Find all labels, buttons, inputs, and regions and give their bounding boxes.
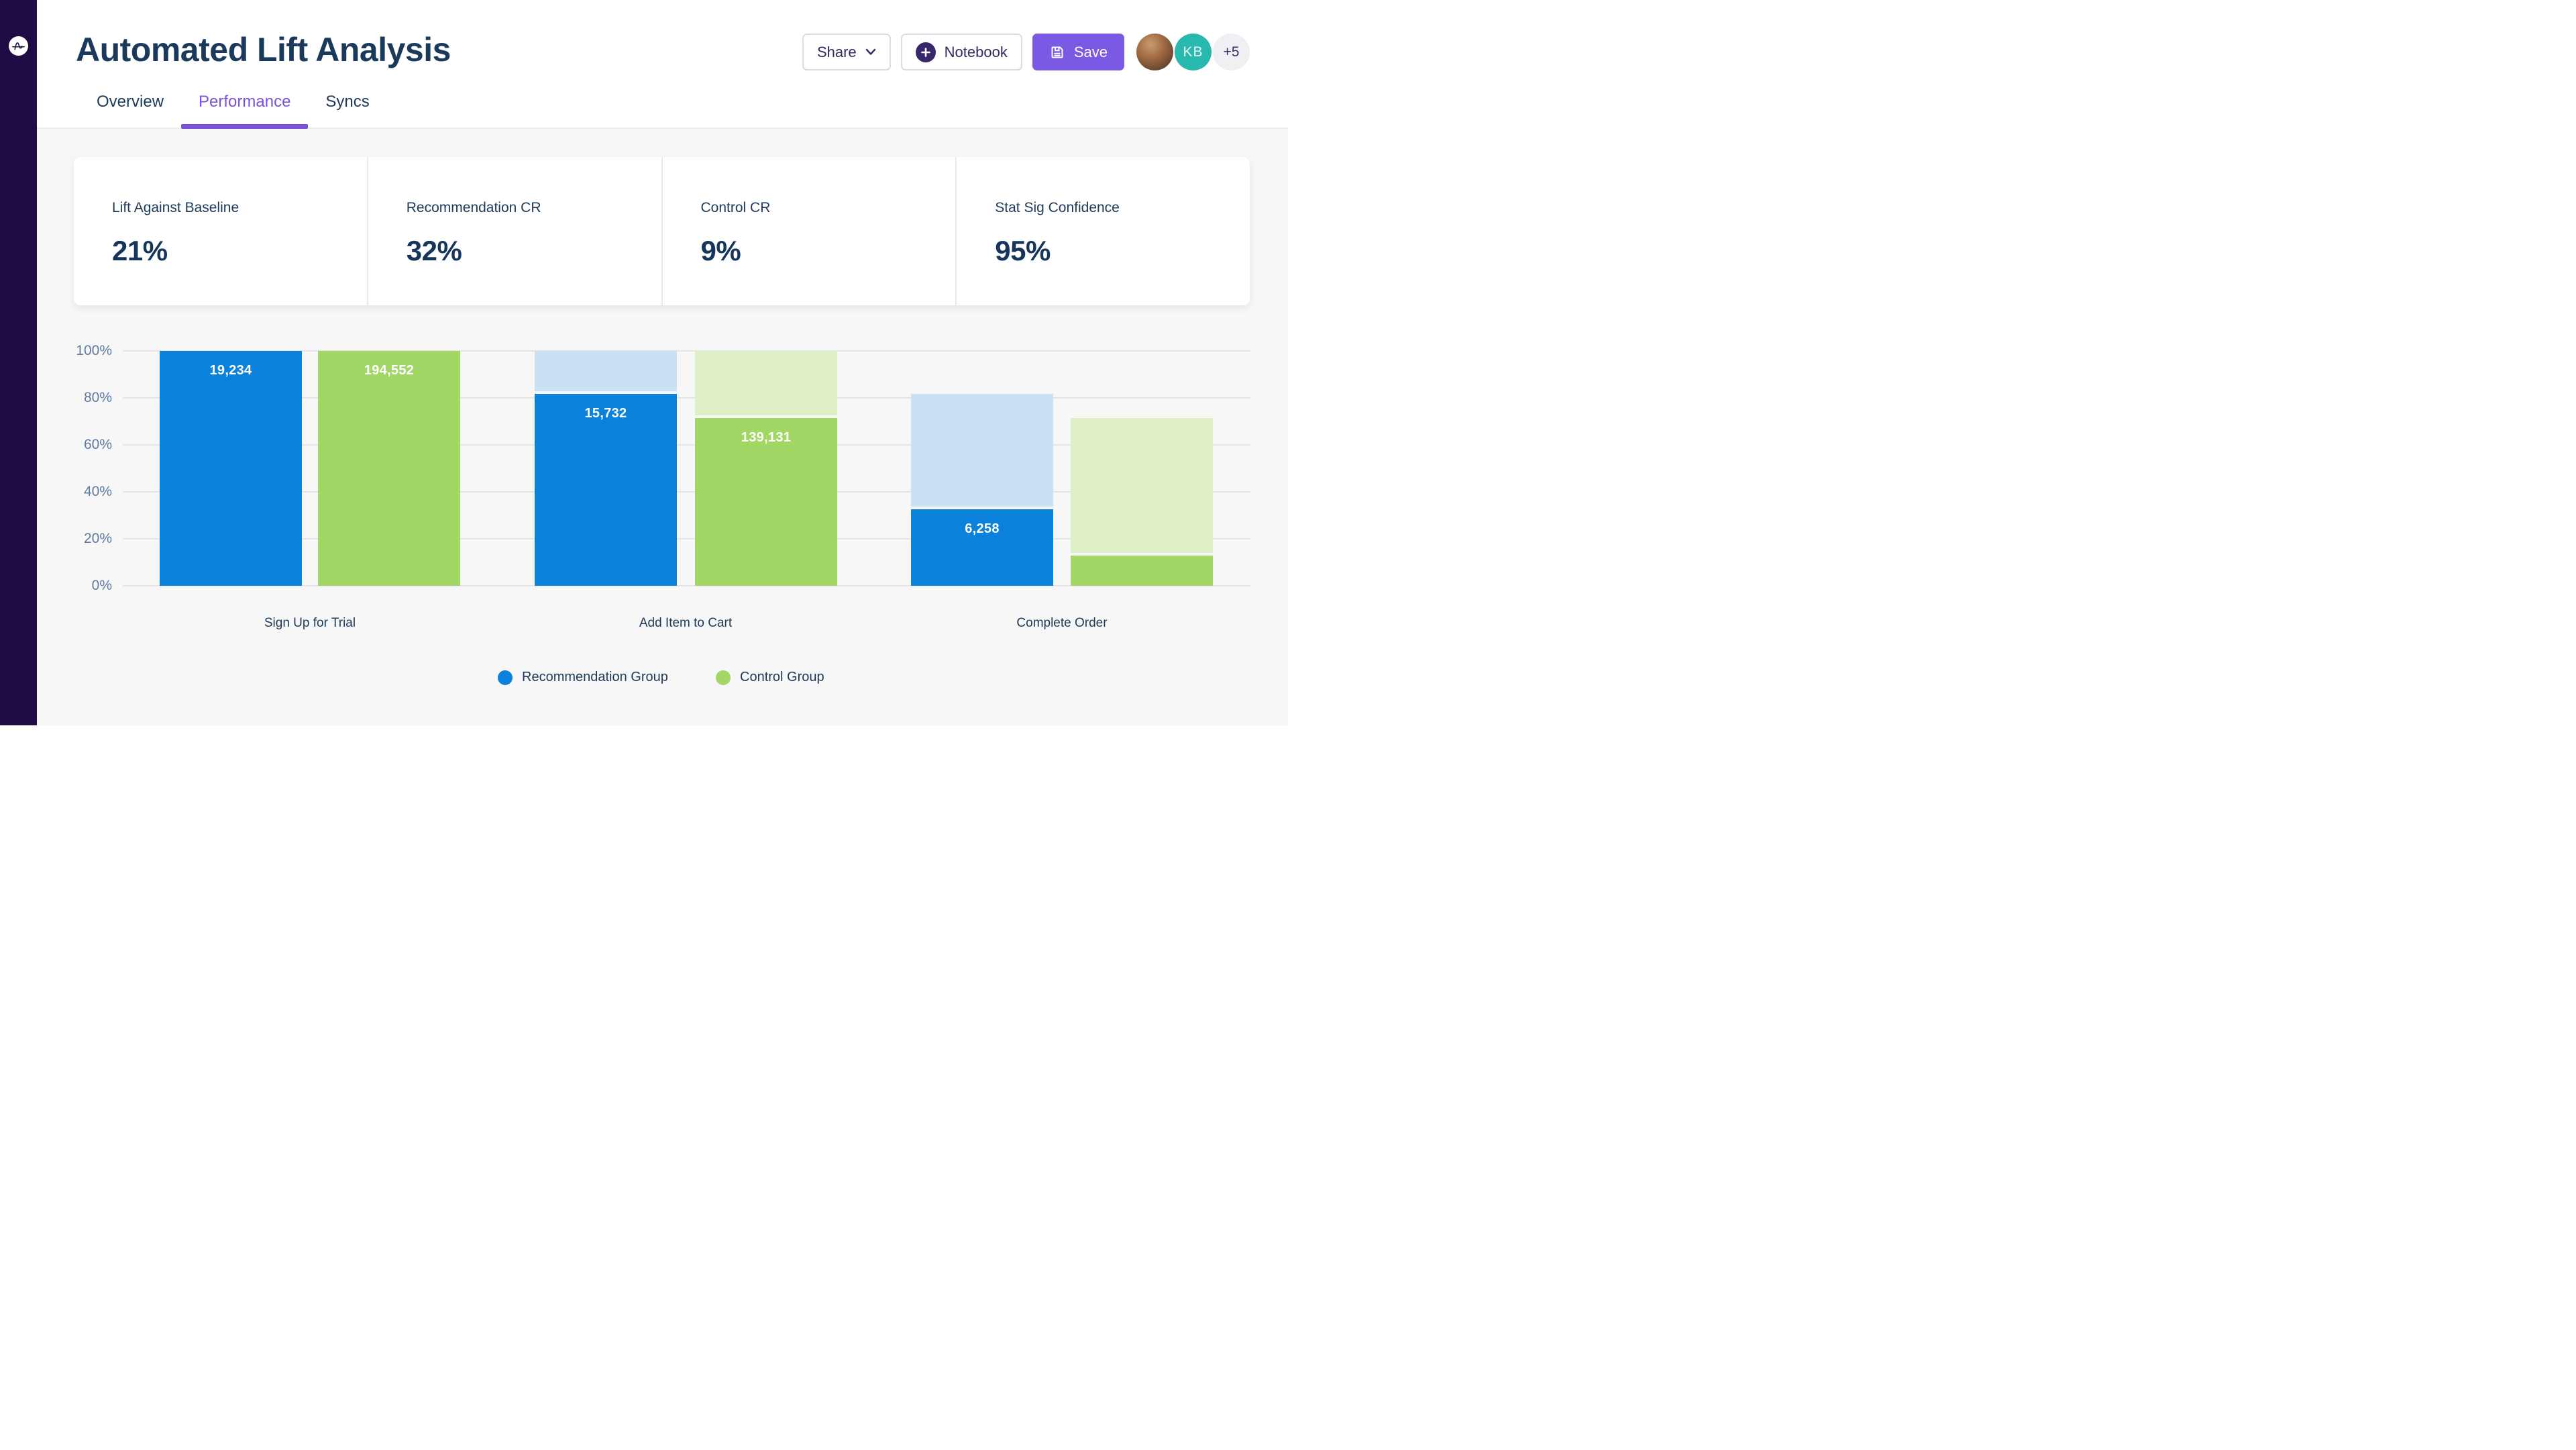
notebook-button[interactable]: Notebook bbox=[900, 34, 1022, 70]
bar-segment[interactable]: 6,258 bbox=[911, 509, 1053, 586]
metric-label: Lift Against Baseline bbox=[112, 200, 239, 215]
plus-circle-icon bbox=[915, 42, 936, 62]
y-axis-tick-label: 20% bbox=[83, 531, 112, 546]
legend-dot-icon bbox=[716, 670, 731, 685]
chart-gridline bbox=[123, 397, 1250, 399]
bar-ghost-segment[interactable] bbox=[911, 393, 1053, 507]
chart-gridline bbox=[123, 350, 1250, 352]
user-avatar-photo[interactable] bbox=[1136, 34, 1173, 70]
save-button-label: Save bbox=[1073, 43, 1108, 60]
tab-bar: Overview Performance Syncs bbox=[37, 74, 1288, 129]
share-button-label: Share bbox=[816, 43, 857, 60]
notebook-button-label: Notebook bbox=[944, 43, 1008, 60]
y-axis-tick-label: 100% bbox=[76, 343, 112, 358]
chart-gridline bbox=[123, 585, 1250, 586]
avatar-group: KB +5 bbox=[1136, 34, 1250, 70]
chart-gridline bbox=[123, 538, 1250, 539]
content-area: Lift Against Baseline 21% Recommendation… bbox=[37, 129, 1288, 725]
y-axis-tick-label: 0% bbox=[91, 578, 112, 593]
y-axis-tick-label: 40% bbox=[83, 484, 112, 499]
bar-segment[interactable]: 139,131 bbox=[695, 417, 837, 586]
y-axis-tick-label: 80% bbox=[83, 390, 112, 405]
bar-ghost-segment[interactable] bbox=[695, 351, 837, 415]
metric-card-stat-sig: Stat Sig Confidence 95% bbox=[957, 157, 1250, 305]
metric-label: Stat Sig Confidence bbox=[995, 200, 1120, 215]
metric-value: 95% bbox=[995, 235, 1051, 266]
y-axis-tick-label: 60% bbox=[83, 437, 112, 452]
user-avatar-initials[interactable]: KB bbox=[1175, 34, 1212, 70]
tab-overview[interactable]: Overview bbox=[97, 93, 164, 111]
amplitude-logo-icon[interactable] bbox=[9, 36, 28, 56]
metric-value: 32% bbox=[406, 235, 462, 266]
metric-label: Control CR bbox=[700, 200, 771, 215]
main-area: Automated Lift Analysis Share Notebook bbox=[37, 0, 1288, 725]
category-label: Complete Order bbox=[1016, 616, 1108, 630]
save-floppy-icon bbox=[1051, 46, 1063, 58]
header-actions: Share Notebook bbox=[802, 34, 1250, 70]
header: Automated Lift Analysis Share Notebook bbox=[37, 0, 1288, 74]
bar-segment[interactable]: 15,732 bbox=[535, 393, 677, 586]
chevron-down-icon bbox=[865, 48, 875, 55]
legend-label: Recommendation Group bbox=[522, 670, 668, 684]
category-label: Sign Up for Trial bbox=[264, 616, 356, 630]
metric-card-lift: Lift Against Baseline 21% bbox=[74, 157, 368, 305]
bar-value-label: 15,732 bbox=[584, 405, 627, 421]
chart-gridline bbox=[123, 444, 1250, 446]
metric-value: 21% bbox=[112, 235, 168, 266]
bar-value-label: 6,258 bbox=[965, 521, 1000, 537]
sidebar bbox=[0, 0, 37, 725]
bar-ghost-segment[interactable] bbox=[1071, 417, 1213, 553]
amplitude-wave-glyph bbox=[12, 42, 25, 50]
bar-value-label: 194,552 bbox=[364, 363, 415, 378]
bar-segment[interactable]: 194,552 bbox=[318, 351, 460, 586]
metric-cards-row: Lift Against Baseline 21% Recommendation… bbox=[74, 157, 1250, 305]
metric-value: 9% bbox=[700, 235, 741, 266]
page: Automated Lift Analysis Share Notebook bbox=[0, 0, 1288, 725]
avatar-overflow-count[interactable]: +5 bbox=[1213, 34, 1250, 70]
chart-gridline bbox=[123, 491, 1250, 493]
bar-value-label: 139,131 bbox=[741, 429, 792, 445]
share-button[interactable]: Share bbox=[802, 34, 891, 70]
legend-label: Control Group bbox=[740, 670, 824, 684]
bar-value-label: 19,234 bbox=[209, 363, 252, 378]
metric-card-recommendation-cr: Recommendation CR 32% bbox=[368, 157, 663, 305]
funnel-bar-chart: 100% 80% 60% 40% 20% 0% 19,234 194,552 Sign Up f… bbox=[37, 129, 1288, 725]
legend-item[interactable]: Control Group bbox=[716, 670, 824, 685]
page-title: Automated Lift Analysis bbox=[76, 31, 451, 68]
category-label: Add Item to Cart bbox=[639, 616, 733, 630]
tab-performance[interactable]: Performance bbox=[181, 93, 309, 129]
tab-syncs[interactable]: Syncs bbox=[325, 93, 370, 111]
metric-label: Recommendation CR bbox=[406, 200, 541, 215]
bar-ghost-segment[interactable] bbox=[535, 351, 677, 391]
metric-card-control-cr: Control CR 9% bbox=[663, 157, 957, 305]
legend-item[interactable]: Recommendation Group bbox=[498, 670, 668, 685]
bar-segment[interactable] bbox=[1071, 555, 1213, 586]
legend-dot-icon bbox=[498, 670, 513, 685]
bar-segment[interactable]: 19,234 bbox=[160, 351, 302, 586]
save-button[interactable]: Save bbox=[1032, 34, 1124, 70]
